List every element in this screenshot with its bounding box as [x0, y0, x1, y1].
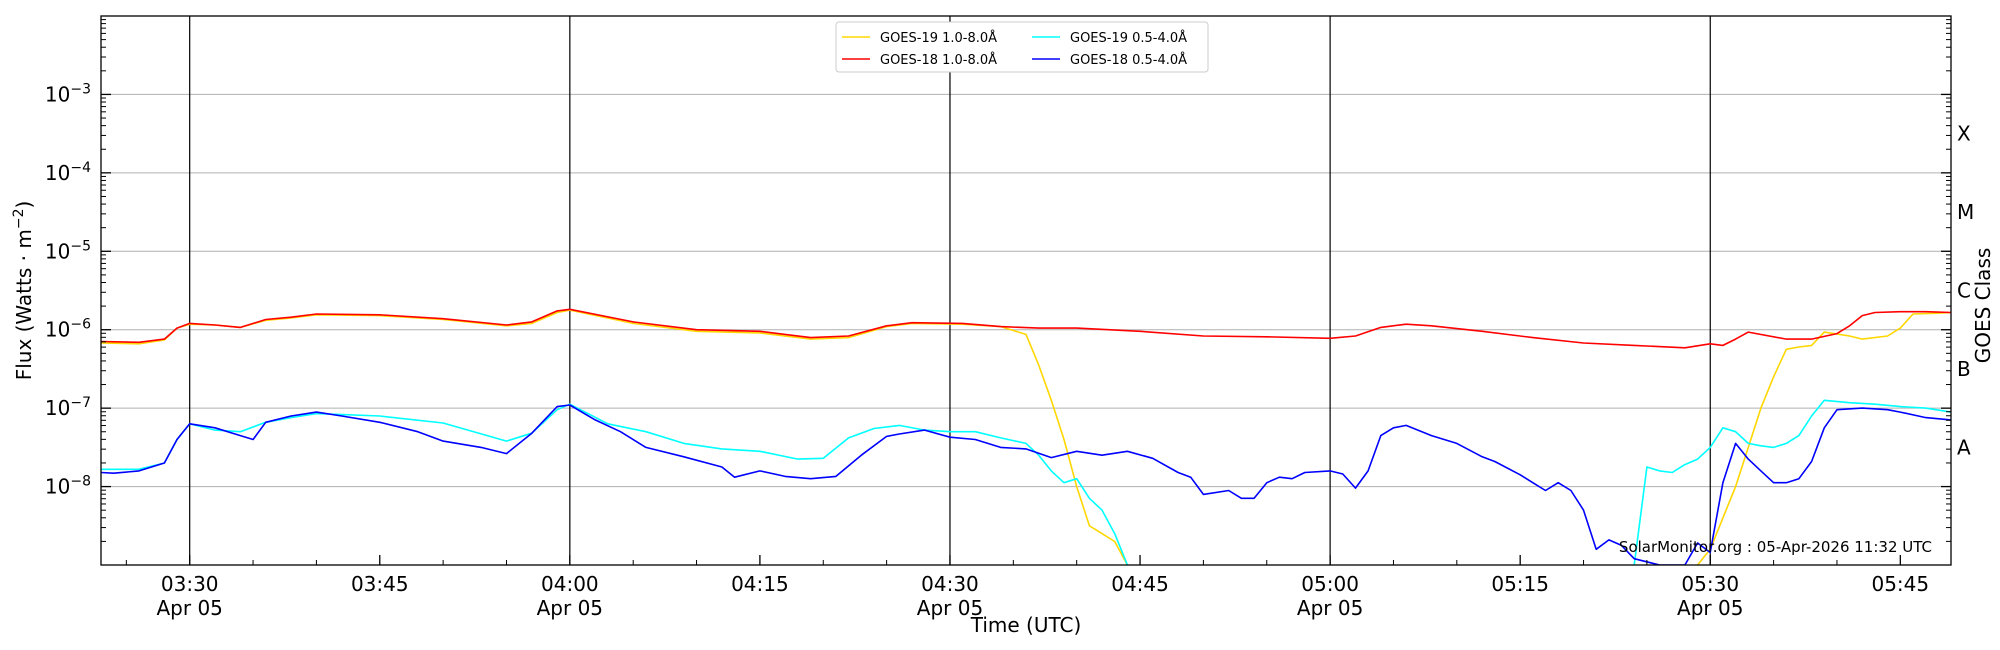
x-tick-time-label: 04:15	[731, 572, 789, 596]
x-tick-date-label: Apr 05	[917, 596, 983, 620]
x-tick-time-label: 05:00	[1301, 572, 1359, 596]
y-tick-label: 10−7	[45, 395, 91, 420]
x-tick-date-label: Apr 05	[156, 596, 222, 620]
plot-frame	[100, 15, 1952, 566]
x-tick-time-label: 05:30	[1681, 572, 1739, 596]
goes-class-label: A	[1957, 435, 1971, 459]
x-tick-date-label: Apr 05	[1297, 596, 1363, 620]
x-tick-time-label: 03:45	[351, 572, 409, 596]
y-axis-title: Flux (Watts · m−2)	[11, 201, 36, 381]
goes-class-label: C	[1957, 279, 1971, 303]
y-tick-label: 10−4	[45, 160, 91, 185]
y-axis-title-close: )	[12, 201, 36, 209]
y-tick-label: 10−6	[45, 317, 91, 342]
series-line	[101, 308, 1951, 349]
x-tick-time-label: 04:45	[1111, 572, 1169, 596]
legend: GOES-19 1.0-8.0Å GOES-19 0.5-4.0Å GOES-18 …	[835, 21, 1209, 73]
series-line	[101, 404, 1951, 565]
goes-class-label: M	[1957, 200, 1974, 224]
series-layer	[101, 308, 1951, 565]
legend-label: GOES-19 0.5-4.0Å	[1070, 30, 1187, 46]
series-line	[1633, 399, 1951, 565]
y-tick-label: 10−3	[45, 81, 91, 106]
goes-class-axis-title: GOES Class	[1971, 248, 1995, 364]
x-tick-date-label: Apr 05	[1677, 596, 1743, 620]
x-tick-date-label: Apr 05	[537, 596, 603, 620]
goes-class-label: X	[1957, 122, 1971, 146]
legend-label: GOES-19 1.0-8.0Å	[880, 30, 997, 46]
x-axis-title: Time (UTC)	[970, 613, 1082, 637]
y-axis-title-sup: −2	[11, 209, 27, 230]
x-tick-time-label: 05:45	[1871, 572, 1929, 596]
legend-label: GOES-18 1.0-8.0Å	[880, 52, 997, 68]
x-tick-time-label: 05:15	[1491, 572, 1549, 596]
credit-text: SolarMonitor.org : 05-Apr-2026 11:32 UTC	[1619, 538, 1932, 556]
series-line	[101, 403, 1129, 565]
x-tick-time-label: 04:00	[541, 572, 599, 596]
series-line	[1696, 311, 1951, 565]
y-tick-label: 10−5	[45, 238, 91, 263]
goes-class-label: B	[1957, 357, 1971, 381]
legend-label: GOES-18 0.5-4.0Å	[1070, 52, 1187, 68]
x-tick-time-label: 03:30	[161, 572, 219, 596]
y-axis-title-main: Flux (Watts · m	[12, 229, 36, 380]
x-tick-time-label: 04:30	[921, 572, 979, 596]
y-tick-label: 10−8	[45, 474, 91, 499]
legend-box	[835, 21, 1209, 73]
grid-layer	[101, 16, 1951, 565]
